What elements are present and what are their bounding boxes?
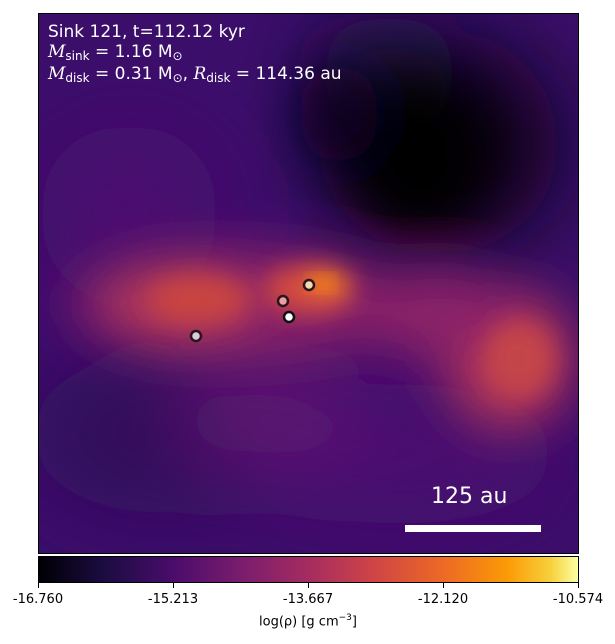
sink-title: Sink 121, t=112.12 kyr <box>48 22 245 42</box>
colorbar-label: log(ρ) [g cm−3] <box>259 613 357 630</box>
colorbar <box>38 556 579 583</box>
colorbar-tick-label: -16.760 <box>12 592 64 607</box>
colorbar-tick <box>578 583 579 588</box>
scalebar <box>405 525 541 532</box>
density-map: Sink 121, t=112.12 kyr Msink = 1.16 M⊙ M… <box>38 13 579 554</box>
colorbar-tick-label: -10.574 <box>552 592 604 607</box>
colorbar-tick <box>443 583 444 588</box>
colorbar-tick-label: -15.213 <box>147 592 199 607</box>
colorbar-tick-label: -13.667 <box>282 592 334 607</box>
disk-params-line: Mdisk = 0.31 M⊙, Rdisk = 114.36 au <box>48 64 342 85</box>
density-image <box>39 14 578 553</box>
colorbar-tick <box>173 583 174 588</box>
colorbar-tick-label: -12.120 <box>417 592 469 607</box>
scalebar-label: 125 au <box>431 484 508 509</box>
colorbar-tick <box>38 583 39 588</box>
sink-mass-line: Msink = 1.16 M⊙ <box>48 42 183 63</box>
colorbar-tick <box>308 583 309 588</box>
